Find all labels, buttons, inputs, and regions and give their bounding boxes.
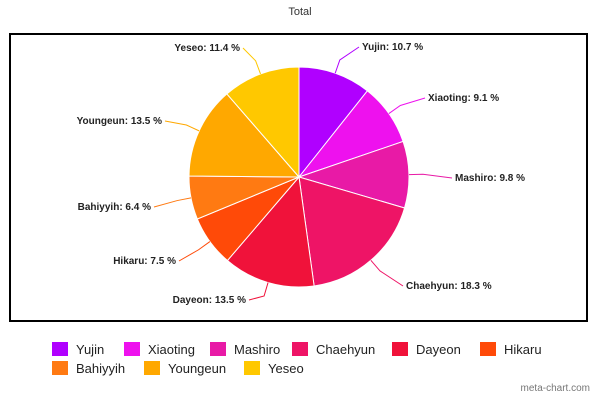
legend-label: Xiaoting <box>148 341 195 357</box>
legend-item-mashiro[interactable]: Mashiro <box>210 341 280 357</box>
pie-slice-youngeun <box>188 93 301 178</box>
legend-label: Hikaru <box>504 341 542 357</box>
legend-item-yeseo[interactable]: Yeseo <box>244 360 304 376</box>
legend-item-hikaru[interactable]: Hikaru <box>480 341 542 357</box>
slice-label-chaehyun: Chaehyun: 18.3 % <box>406 281 492 292</box>
leader-line-xiaoting <box>388 97 426 114</box>
leader-line-chaehyun <box>370 259 404 287</box>
legend-swatch <box>144 361 160 375</box>
legend-swatch <box>292 342 308 356</box>
slice-label-xiaoting: Xiaoting: 9.1 % <box>428 93 499 104</box>
slice-label-dayeon: Dayeon: 13.5 % <box>173 295 246 306</box>
leader-line-bahiyyih <box>153 197 192 208</box>
leader-line-hikaru <box>178 241 211 262</box>
legend-swatch <box>210 342 226 356</box>
slice-label-mashiro: Mashiro: 9.8 % <box>455 173 525 184</box>
legend-label: Youngeun <box>168 360 227 376</box>
legend-label: Yujin <box>76 341 105 357</box>
legend-swatch <box>124 342 140 356</box>
legend-swatch <box>52 361 68 375</box>
legend-swatch <box>392 342 408 356</box>
legend-item-xiaoting[interactable]: Xiaoting <box>124 341 195 357</box>
leader-line-yujin <box>334 46 360 74</box>
slice-label-hikaru: Hikaru: 7.5 % <box>113 256 176 267</box>
leader-line-yeseo <box>242 47 261 75</box>
legend-label: Mashiro <box>234 341 281 357</box>
legend-label: Chaehyun <box>316 341 376 357</box>
legend-label: Bahiyyih <box>76 360 126 376</box>
leader-line-mashiro <box>408 173 453 179</box>
pie-slice-yeseo <box>226 66 300 179</box>
legend-item-youngeun[interactable]: Youngeun <box>144 360 226 376</box>
pie-slice-yujin <box>298 66 369 179</box>
pie-slice-dayeon <box>226 175 315 288</box>
slice-label-yujin: Yujin: 10.7 % <box>362 42 423 53</box>
legend-swatch <box>480 342 496 356</box>
legend-item-bahiyyih[interactable]: Bahiyyih <box>52 360 125 376</box>
legend-label: Dayeon <box>416 341 461 357</box>
legend-swatch <box>52 342 68 356</box>
leader-line-youngeun <box>164 120 200 132</box>
legend-item-yujin[interactable]: Yujin <box>52 341 104 357</box>
legend-label: Yeseo <box>268 360 304 376</box>
slice-label-youngeun: Youngeun: 13.5 % <box>77 116 162 127</box>
chart-title: Total <box>288 6 312 18</box>
leader-line-dayeon <box>248 282 269 301</box>
legend-swatch <box>244 361 260 375</box>
legend-item-chaehyun[interactable]: Chaehyun <box>292 341 375 357</box>
slice-label-yeseo: Yeseo: 11.4 % <box>174 43 240 54</box>
slice-label-bahiyyih: Bahiyyih: 6.4 % <box>78 202 151 213</box>
pie-slice-chaehyun <box>298 176 406 287</box>
legend-item-dayeon[interactable]: Dayeon <box>392 341 461 357</box>
watermark: meta-chart.com <box>520 383 590 394</box>
